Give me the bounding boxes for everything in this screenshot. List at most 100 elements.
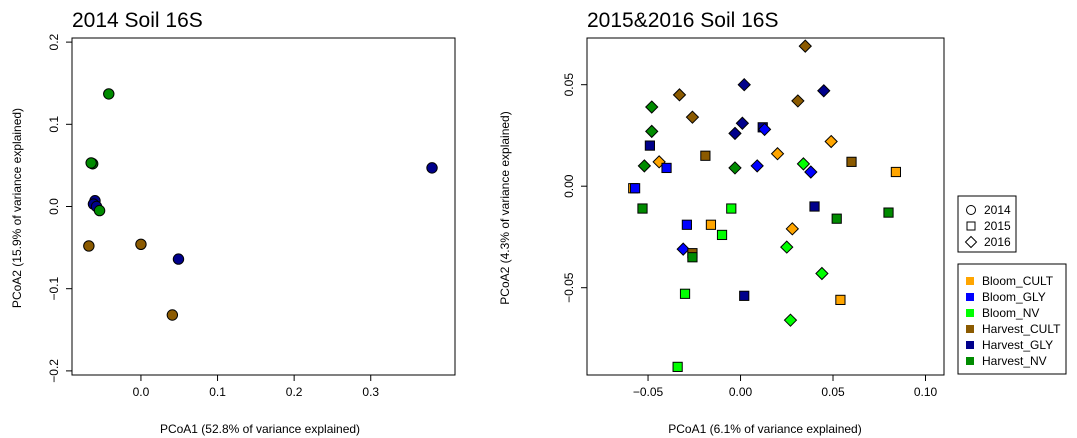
x-axis-label-2014: PCoA1 (52.8% of variance explained): [160, 422, 360, 436]
y-tick-label: −0.2: [47, 359, 61, 383]
points-2014: [83, 88, 438, 321]
panel-2015-2016: 2015&2016 Soil 16S −0.05 0.00 0.05 0.10 −0.…: [498, 9, 945, 436]
x-tick-label: 0.0: [133, 385, 150, 399]
legend-group-label: Harvest_NV: [982, 354, 1047, 368]
legend-group-label: Bloom_NV: [982, 306, 1039, 320]
y-tick-label: −0.05: [562, 272, 576, 303]
panel-2014: 2014 Soil 16S 0.0 0.1 0.2 0.3 −0.2−0.10.00.…: [10, 9, 456, 436]
x-tick-label: 0.10: [914, 385, 938, 399]
y-tick-label: 0.05: [562, 73, 576, 97]
data-point: [637, 203, 648, 214]
data-point: [705, 219, 717, 230]
data-point: [637, 159, 652, 173]
y-axis-2014: −0.2 −0.1 0.0 0.1 0.2: [47, 33, 73, 383]
data-point: [93, 204, 106, 217]
x-tick-label: 0.2: [286, 385, 303, 399]
data-point: [798, 39, 812, 53]
legend-year-label: 2016: [984, 235, 1011, 249]
y-tick-label: 0.2: [47, 33, 61, 50]
legend-swatch: [966, 293, 974, 301]
legend-group-label: Bloom_CULT: [982, 274, 1054, 288]
data-point: [791, 94, 805, 108]
y-axis-label-2015-2016: PCoA2 (4.3% of variance explained): [498, 111, 512, 304]
legend-year-label: 2015: [984, 219, 1011, 233]
data-point: [890, 166, 902, 178]
x-tick-label: 0.05: [821, 385, 845, 399]
legend-group-label: Harvest_GLY: [982, 338, 1053, 352]
y-tick-label: 0.00: [562, 174, 576, 198]
data-point: [804, 165, 818, 179]
data-point: [783, 313, 798, 327]
data-point: [166, 309, 179, 321]
data-point: [85, 157, 97, 169]
legend-groups: Bloom_CULT Bloom_GLY Bloom_NV Harvest_CULT H…: [957, 263, 1067, 375]
y-axis-label-2014: PCoA2 (15.9% of variance explained): [10, 108, 24, 308]
legend-swatch: [966, 325, 974, 333]
data-point: [135, 238, 147, 251]
legend-square-marker: [966, 221, 976, 231]
legend-circle-marker: [966, 205, 976, 215]
data-point: [785, 222, 800, 236]
data-point: [716, 229, 728, 241]
chart-title-2015-2016: 2015&2016 Soil 16S: [587, 9, 779, 32]
data-point: [661, 162, 672, 174]
data-point: [629, 183, 641, 194]
data-point: [681, 219, 692, 230]
data-point: [809, 201, 820, 212]
x-tick-label: 0.1: [209, 385, 226, 399]
y-tick-label: 0.0: [47, 198, 61, 215]
data-point: [815, 266, 829, 281]
data-point: [426, 162, 438, 174]
data-point: [750, 159, 764, 173]
data-point: [644, 140, 655, 151]
data-point: [757, 122, 772, 137]
data-point: [739, 290, 750, 301]
data-point: [645, 124, 659, 139]
data-point: [679, 288, 691, 299]
data-point: [770, 147, 785, 161]
data-point: [824, 134, 838, 149]
data-point: [103, 88, 115, 100]
x-axis-2014: 0.0 0.1 0.2 0.3: [133, 374, 379, 399]
legend-year-label: 2014: [984, 203, 1011, 217]
legend-group-label: Harvest_CULT: [982, 322, 1061, 336]
data-point: [835, 294, 846, 305]
legend-swatch: [966, 341, 974, 349]
data-point: [672, 361, 683, 372]
legend-groups-box: [957, 263, 1067, 375]
y-axis-2015-2016: −0.05 0.00 0.05: [562, 73, 588, 303]
data-point: [83, 240, 95, 252]
y-tick-label: −0.1: [47, 277, 61, 301]
legend-swatch: [966, 357, 974, 365]
data-point: [728, 161, 742, 175]
y-tick-label: 0.1: [47, 116, 61, 133]
data-point: [700, 150, 711, 161]
legend-years: 2014 2015 2016: [957, 195, 1017, 253]
data-point: [846, 156, 857, 167]
data-point: [728, 126, 742, 141]
data-point: [831, 213, 842, 224]
plot-frame-2014: [71, 37, 456, 376]
data-point: [685, 110, 700, 124]
data-point: [645, 100, 659, 114]
x-tick-label: 0.3: [362, 385, 379, 399]
data-point: [172, 253, 185, 265]
data-point: [676, 242, 690, 256]
data-point: [817, 84, 831, 98]
legend-groups-items: Bloom_CULT Bloom_GLY Bloom_NV Harvest_CULT H…: [966, 274, 1061, 368]
data-point: [687, 252, 698, 263]
points-2015-2016: [628, 39, 902, 372]
legend-years-box: [957, 195, 1017, 253]
legend-swatch: [966, 309, 974, 317]
x-axis-label-2015-2016: PCoA1 (6.1% of variance explained): [668, 422, 861, 436]
legend-group-label: Bloom_GLY: [982, 290, 1046, 304]
data-point: [737, 77, 751, 92]
data-point: [796, 157, 811, 171]
legend-swatch: [966, 277, 974, 285]
data-point: [735, 116, 750, 130]
legend-years-items: 2014 2015 2016: [964, 203, 1011, 249]
data-point: [672, 88, 687, 102]
data-point: [726, 203, 737, 214]
chart-title-2014: 2014 Soil 16S: [72, 9, 203, 32]
